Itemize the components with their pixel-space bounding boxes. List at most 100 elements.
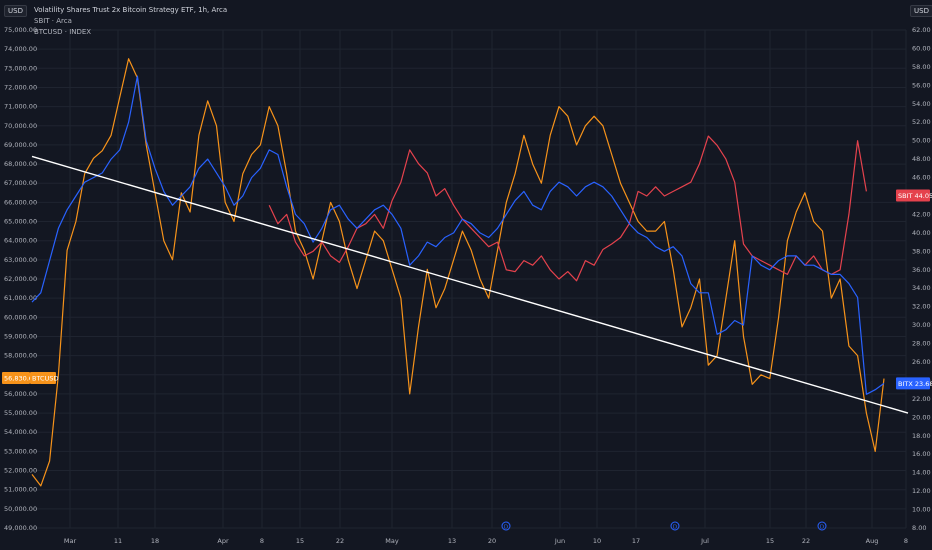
legend-title: Volatility Shares Trust 2x Bitcoin Strat… (34, 6, 228, 14)
right-tick-label: 18.00 (912, 432, 931, 440)
left-tick-label: 63,000.00 (4, 256, 37, 264)
right-tick-label: 8.00 (912, 524, 926, 532)
dividend-marker-label: D (504, 524, 508, 530)
sbit-price-tag-text: SBIT 44.05 (898, 192, 932, 200)
left-tick-label: 66,000.00 (4, 198, 37, 206)
dividend-marker-label: D (820, 524, 824, 530)
right-tick-label: 50.00 (912, 137, 931, 145)
time-tick-label: 22 (802, 537, 810, 545)
left-tick-label: 56,000.00 (4, 390, 37, 398)
btc-price-tag-bg (2, 372, 30, 385)
left-tick-label: 75,000.00 (4, 26, 37, 34)
left-tick-label: 64,000.00 (4, 237, 37, 245)
left-tick-label: 71,000.00 (4, 103, 37, 111)
dividend-marker (670, 521, 680, 531)
right-tick-label: 14.00 (912, 469, 931, 477)
series-line-btcusd (31, 58, 885, 487)
left-tick-label: 51,000.00 (4, 486, 37, 494)
time-tick-label: 15 (766, 537, 774, 545)
left-tick-label: 49,000.00 (4, 524, 37, 532)
btc-symbol-tag-text: BTCUSD (32, 375, 58, 383)
left-tick-label: 54,000.00 (4, 428, 37, 436)
time-tick-label: 18 (151, 537, 159, 545)
right-tick-label: 20.00 (912, 413, 931, 421)
time-axis: Mar 11 18 Apr 8 15 22 May 13 20 Jun 10 17 Jul 15 22 Aug 8 (64, 537, 908, 545)
time-tick-label: Jun (554, 537, 565, 545)
left-tick-label: 69,000.00 (4, 141, 37, 149)
dividend-marker (501, 521, 511, 531)
time-tick-label: Jul (700, 537, 709, 545)
series-line-bitx (31, 75, 885, 395)
right-tick-label: 56.00 (912, 81, 931, 89)
right-tick-label: 32.00 (912, 303, 931, 311)
right-tick-label: 40.00 (912, 229, 931, 237)
left-tick-label: 61,000.00 (4, 294, 37, 302)
right-tick-label: 16.00 (912, 450, 931, 458)
time-tick-label: Aug (866, 537, 879, 545)
time-tick-label: 15 (296, 537, 304, 545)
left-tick-label: 52,000.00 (4, 467, 37, 475)
bitx-price-tag-text: BITX 23.68 (898, 380, 932, 388)
left-tick-label: 72,000.00 (4, 83, 37, 91)
left-tick-label: 58,000.00 (4, 352, 37, 360)
right-tick-label: 58.00 (912, 63, 931, 71)
left-tick-label: 70,000.00 (4, 122, 37, 130)
right-tick-label: 60.00 (912, 44, 931, 52)
time-tick-label: Mar (64, 537, 77, 545)
sbit-price-tag-bg (896, 189, 930, 202)
left-tick-label: 65,000.00 (4, 218, 37, 226)
time-tick-label: 11 (114, 537, 122, 545)
left-tick-label: 59,000.00 (4, 332, 37, 340)
left-tick-label: 50,000.00 (4, 505, 37, 513)
btc-price-tag-text: 56,830.69 (4, 375, 37, 383)
time-tick-label: Apr (217, 537, 229, 545)
btc-symbol-tag-bg (30, 372, 56, 385)
right-tick-label: 28.00 (912, 340, 931, 348)
right-tick-label: 26.00 (912, 358, 931, 366)
left-tick-label: 55,000.00 (4, 409, 37, 417)
legend-sbit: SBIT · Arca (34, 17, 72, 25)
left-axis: 49,000.00 50,000.00 51,000.00 52,000.00 53,0… (4, 26, 37, 532)
right-tick-label: 10.00 (912, 506, 931, 514)
dividend-marker (817, 521, 827, 531)
right-tick-label: 46.00 (912, 174, 931, 182)
time-tick-label: 8 (904, 537, 908, 545)
time-tick-label: 10 (593, 537, 601, 545)
right-tick-label: 34.00 (912, 284, 931, 292)
right-tick-label: 52.00 (912, 118, 931, 126)
right-tick-label: 36.00 (912, 266, 931, 274)
bitx-price-tag-bg (896, 377, 930, 390)
left-tick-label: 62,000.00 (4, 275, 37, 283)
series-line-sbit (268, 135, 867, 282)
right-unit-label[interactable]: USD (910, 5, 932, 17)
left-tick-label: 73,000.00 (4, 64, 37, 72)
right-tick-label: 62.00 (912, 26, 931, 34)
left-tick-label: 74,000.00 (4, 45, 37, 53)
left-tick-label: 53,000.00 (4, 447, 37, 455)
right-tick-label: 54.00 (912, 100, 931, 108)
time-tick-label: 8 (260, 537, 264, 545)
time-tick-label: 17 (632, 537, 640, 545)
left-tick-label: 67,000.00 (4, 179, 37, 187)
grid (32, 29, 907, 529)
trendline (31, 155, 909, 414)
right-tick-label: 30.00 (912, 321, 931, 329)
right-tick-label: 22.00 (912, 395, 931, 403)
time-tick-label: 20 (488, 537, 496, 545)
time-tick-label: 13 (448, 537, 456, 545)
time-tick-label: May (385, 537, 399, 545)
time-tick-label: 22 (336, 537, 344, 545)
right-tick-label: 12.00 (912, 487, 931, 495)
left-unit-label[interactable]: USD (4, 5, 27, 17)
left-tick-label: 68,000.00 (4, 160, 37, 168)
left-tick-label: 60,000.00 (4, 313, 37, 321)
right-tick-label: 38.00 (912, 247, 931, 255)
right-tick-label: 42.00 (912, 210, 931, 218)
dividend-marker-label: D (673, 524, 677, 530)
legend-btcusd: BTCUSD · INDEX (34, 28, 92, 36)
series-layer (31, 58, 909, 487)
